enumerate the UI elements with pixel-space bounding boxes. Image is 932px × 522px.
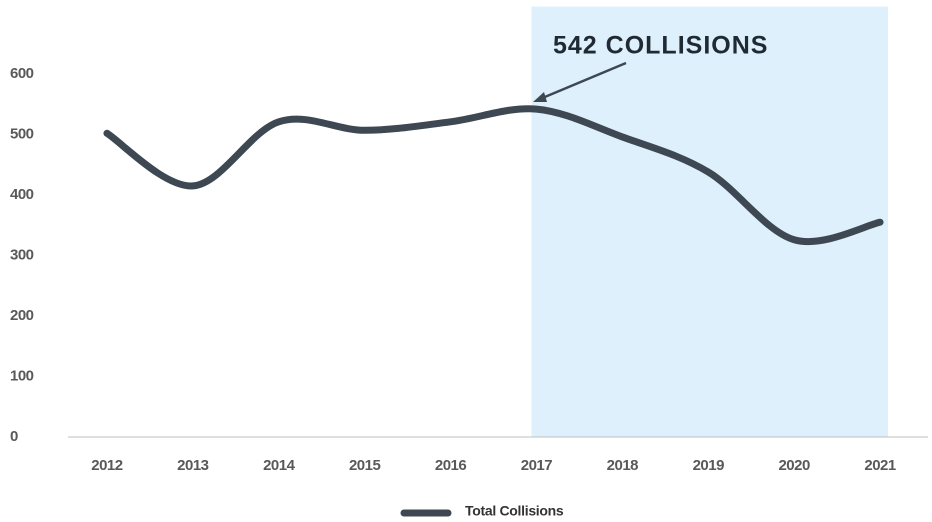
- x-tick-label: 2015: [349, 457, 381, 474]
- x-tick-label: 2012: [91, 457, 123, 474]
- x-tick-label: 2019: [693, 457, 725, 474]
- series-line: [103, 105, 884, 245]
- annotation-arrow: [539, 61, 627, 101]
- y-tick-label: 600: [10, 65, 34, 82]
- y-tick-label: 200: [10, 307, 34, 324]
- y-tick-label: 0: [10, 428, 18, 445]
- x-tick-label: 2016: [435, 457, 467, 474]
- legend-label: Total Collisions: [465, 503, 564, 519]
- x-tick-label: 2014: [263, 457, 296, 474]
- plot-layer: 0 100 200 300 400 500 600 2012 2013 2014 2015 2016 2…: [10, 65, 928, 519]
- x-tick-label: 2017: [521, 457, 553, 474]
- x-tick-label: 2013: [177, 457, 209, 474]
- y-tick-label: 500: [10, 125, 34, 142]
- annotation-arrowhead: [533, 92, 547, 102]
- y-tick-label: 400: [10, 186, 34, 203]
- y-tick-label: 100: [10, 367, 34, 384]
- x-tick-label: 2020: [778, 457, 810, 474]
- background-layer: [531, 6, 889, 437]
- highlight-region: [531, 6, 889, 437]
- annotation: 542 COLLISIONS: [553, 32, 768, 60]
- x-tick-label: 2018: [607, 457, 639, 474]
- x-tick-label: 2021: [864, 457, 896, 474]
- y-tick-label: 300: [10, 246, 34, 263]
